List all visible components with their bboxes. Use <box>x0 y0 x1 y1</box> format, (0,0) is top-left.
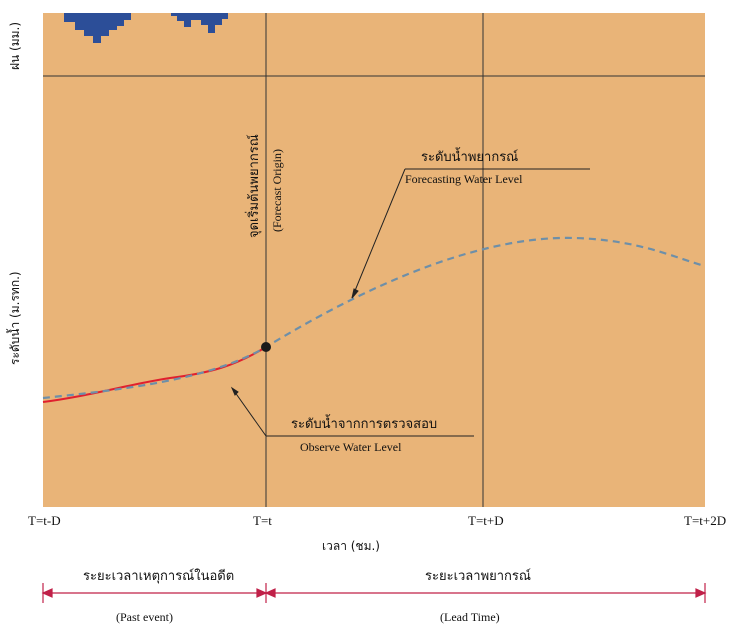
plot-panel <box>43 13 705 507</box>
past-event-thai-label: ระยะเวลาเหตุการณ์ในอดีต <box>83 569 235 584</box>
forecast-origin-point <box>261 342 271 352</box>
lead-time-thai-label: ระยะเวลาพยากรณ์ <box>425 569 531 584</box>
forecast-origin-thai-label: จุดเริ่มต้นพยากรณ์ <box>247 134 262 238</box>
forecast-level-thai-label: ระดับน้ำพยากรณ์ <box>421 150 519 165</box>
observed-level-thai-label: ระดับน้ำจากการตรวจสอบ <box>291 417 438 432</box>
x-axis-label: เวลา (ชม.) <box>322 539 380 553</box>
observed-level-english-label: Observe Water Level <box>300 440 402 454</box>
lead-time-english-label: (Lead Time) <box>440 610 500 624</box>
forecast-origin-english-label: (Forecast Origin) <box>270 149 284 232</box>
observed-level-leader <box>230 386 474 437</box>
period-bracket <box>41 583 707 603</box>
water-level-axis-label: ระดับน้ำ (ม.รทก.) <box>8 271 22 365</box>
tick-label: T=t <box>253 513 272 528</box>
tick-label: T=t-D <box>28 513 61 528</box>
rainfall-bars <box>64 13 228 43</box>
rain-axis-label: ฝน (มม.) <box>8 21 22 70</box>
past-event-english-label: (Past event) <box>116 610 173 624</box>
tick-label: T=t+2D <box>684 513 727 528</box>
tick-label: T=t+D <box>468 513 504 528</box>
forecast-level-leader <box>351 168 590 299</box>
forecast-level-english-label: Forecasting Water Level <box>405 172 523 186</box>
